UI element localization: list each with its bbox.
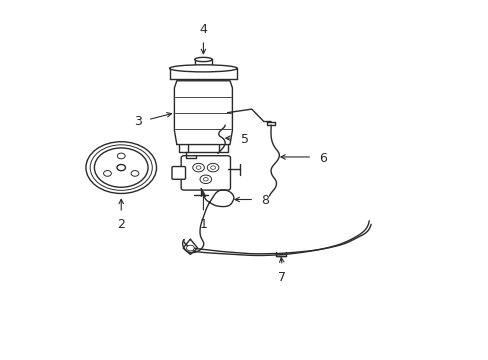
Circle shape: [117, 153, 125, 159]
Circle shape: [103, 171, 111, 176]
Circle shape: [131, 171, 139, 176]
Ellipse shape: [169, 65, 237, 72]
Ellipse shape: [194, 57, 212, 62]
Text: 5: 5: [240, 133, 248, 146]
Circle shape: [200, 175, 211, 184]
Circle shape: [210, 166, 215, 169]
Text: 1: 1: [199, 218, 207, 231]
Text: 3: 3: [134, 115, 142, 128]
Circle shape: [117, 165, 125, 171]
Circle shape: [90, 145, 152, 190]
Text: 8: 8: [261, 194, 269, 207]
Circle shape: [192, 163, 204, 172]
Text: 2: 2: [117, 217, 125, 230]
Circle shape: [203, 177, 208, 181]
Circle shape: [86, 142, 156, 193]
Circle shape: [207, 163, 219, 172]
Circle shape: [196, 166, 201, 169]
Text: 6: 6: [319, 152, 326, 165]
FancyBboxPatch shape: [181, 156, 230, 190]
Text: 4: 4: [199, 23, 207, 36]
FancyBboxPatch shape: [172, 167, 185, 179]
Text: 7: 7: [278, 271, 285, 284]
Circle shape: [94, 148, 148, 187]
Circle shape: [186, 245, 194, 251]
